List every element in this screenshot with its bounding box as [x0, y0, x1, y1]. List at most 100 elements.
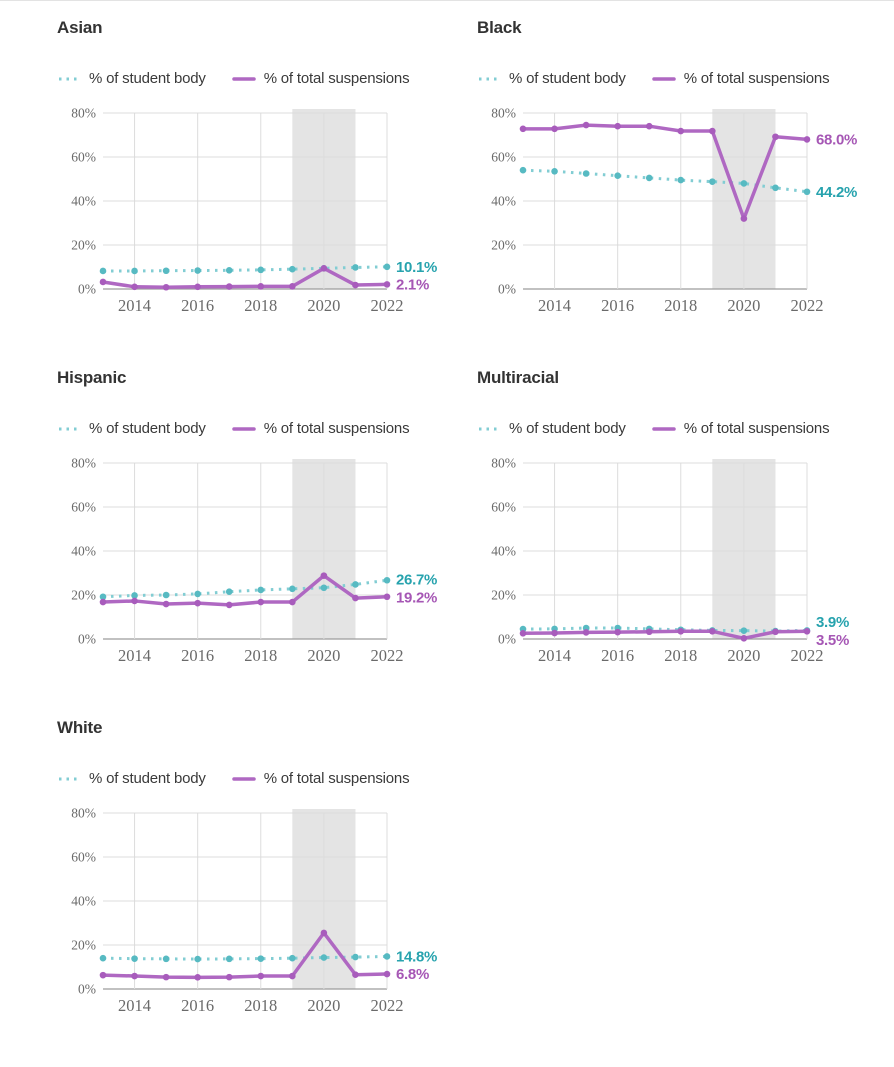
svg-text:2014: 2014 — [118, 996, 151, 1015]
svg-text:60%: 60% — [71, 850, 96, 865]
legend-label-student-body: % of student body — [89, 70, 206, 87]
legend-label-suspensions: % of total suspensions — [263, 420, 410, 437]
svg-text:2022: 2022 — [371, 996, 404, 1015]
solid-line-icon — [651, 427, 676, 431]
dotted-line-icon — [479, 427, 499, 431]
series-end-label: 6.8% — [396, 966, 429, 983]
svg-text:2018: 2018 — [244, 646, 277, 665]
panel-title: Multiracial — [477, 368, 559, 387]
legend: % of student body % of total suspensions — [477, 419, 877, 439]
legend: % of student body % of total suspensions — [477, 69, 877, 89]
legend: % of student body % of total suspensions — [57, 769, 457, 789]
svg-text:2022: 2022 — [791, 646, 824, 665]
svg-text:80%: 80% — [71, 106, 96, 121]
panel-title: White — [57, 718, 103, 737]
line-chart: 80% 60% 40% 20% 0% 2014 2016 2018 2020 2022 26.7%1… — [71, 456, 437, 666]
svg-text:2018: 2018 — [244, 996, 277, 1015]
dotted-line-icon — [59, 427, 79, 431]
svg-text:40%: 40% — [71, 194, 96, 209]
svg-text:40%: 40% — [491, 194, 516, 209]
panel-title: Asian — [57, 18, 103, 37]
line-chart: 80% 60% 40% 20% 0% 2014 2016 2018 2020 2022 44.2% 6… — [491, 106, 857, 316]
legend-item-student-body: % of student body — [477, 419, 626, 439]
legend-item-suspensions: % of total suspensions — [231, 69, 410, 89]
svg-text:2014: 2014 — [538, 646, 571, 665]
dotted-line-icon — [59, 77, 79, 81]
series-end-label: 10.1% — [396, 259, 437, 276]
chart-panel: Asian % of student body % of total suspe… — [57, 17, 457, 327]
legend-label-suspensions: % of total suspensions — [263, 70, 410, 87]
series-end-label: 3.5% — [816, 632, 849, 649]
svg-text:2016: 2016 — [601, 646, 634, 665]
legend-item-student-body: % of student body — [57, 769, 206, 789]
solid-line-icon — [231, 777, 256, 781]
svg-text:20%: 20% — [491, 588, 516, 603]
svg-text:2016: 2016 — [181, 646, 214, 665]
svg-text:0%: 0% — [78, 982, 96, 997]
svg-text:80%: 80% — [71, 456, 96, 471]
dotted-line-icon — [479, 77, 499, 81]
svg-text:2020: 2020 — [307, 646, 340, 665]
panel-title: Hispanic — [57, 368, 127, 387]
legend: % of student body % of total suspensions — [57, 69, 457, 89]
series-end-label: 44.2% — [816, 184, 857, 201]
chart-panel: Hispanic % of student body % of total su… — [57, 367, 457, 677]
chart-panel: White % of student body % of total suspe… — [57, 717, 457, 1027]
svg-text:60%: 60% — [71, 150, 96, 165]
legend-item-student-body: % of student body — [477, 69, 626, 89]
svg-text:2022: 2022 — [371, 646, 404, 665]
legend-item-student-body: % of student body — [57, 419, 206, 439]
svg-text:40%: 40% — [491, 544, 516, 559]
series-end-label: 3.9% — [816, 614, 849, 631]
legend-item-suspensions: % of total suspensions — [231, 769, 410, 789]
svg-text:2020: 2020 — [307, 996, 340, 1015]
series-end-label: 26.7% — [396, 572, 437, 589]
svg-text:80%: 80% — [491, 456, 516, 471]
svg-text:2016: 2016 — [181, 996, 214, 1015]
svg-text:2022: 2022 — [371, 296, 404, 315]
svg-text:2016: 2016 — [181, 296, 214, 315]
svg-text:40%: 40% — [71, 894, 96, 909]
svg-text:20%: 20% — [71, 938, 96, 953]
svg-text:2016: 2016 — [601, 296, 634, 315]
legend: % of student body % of total suspensions — [57, 419, 457, 439]
dotted-line-icon — [59, 777, 79, 781]
series-end-label: 2.1% — [396, 276, 429, 293]
legend-label-student-body: % of student body — [509, 70, 626, 87]
legend-label-student-body: % of student body — [509, 420, 626, 437]
svg-text:60%: 60% — [491, 150, 516, 165]
solid-line-icon — [231, 427, 256, 431]
series-end-label: 68.0% — [816, 131, 857, 148]
solid-line-icon — [651, 77, 676, 81]
legend-label-student-body: % of student body — [89, 420, 206, 437]
svg-text:20%: 20% — [491, 238, 516, 253]
svg-text:0%: 0% — [498, 632, 516, 647]
svg-text:2014: 2014 — [118, 646, 151, 665]
svg-text:80%: 80% — [491, 106, 516, 121]
panel-title: Black — [477, 18, 522, 37]
svg-text:60%: 60% — [491, 500, 516, 515]
line-chart: 80% 60% 40% 20% 0% 2014 2016 2018 2020 2022 10.1%2… — [71, 106, 437, 316]
line-chart: 80% 60% 40% 20% 0% 2014 2016 2018 2020 2022 3.9%3.… — [491, 456, 849, 666]
svg-text:20%: 20% — [71, 588, 96, 603]
legend-label-suspensions: % of total suspensions — [683, 420, 830, 437]
chart-panel: Black % of student body % of total suspe… — [477, 17, 877, 327]
svg-text:0%: 0% — [78, 282, 96, 297]
chart-panel: Multiracial % of student body % of total… — [477, 367, 877, 677]
legend-label-suspensions: % of total suspensions — [683, 70, 830, 87]
svg-text:20%: 20% — [71, 238, 96, 253]
svg-text:2018: 2018 — [664, 646, 697, 665]
legend-label-student-body: % of student body — [89, 770, 206, 787]
svg-text:2020: 2020 — [307, 296, 340, 315]
svg-text:2014: 2014 — [118, 296, 151, 315]
line-chart: 80% 60% 40% 20% 0% 2014 2016 2018 2020 2022 14.8%6… — [71, 806, 437, 1016]
svg-text:40%: 40% — [71, 544, 96, 559]
svg-text:2014: 2014 — [538, 296, 571, 315]
series-end-label: 14.8% — [396, 948, 437, 965]
legend-item-suspensions: % of total suspensions — [651, 419, 830, 439]
svg-text:80%: 80% — [71, 806, 96, 821]
svg-text:2020: 2020 — [727, 296, 760, 315]
legend-item-suspensions: % of total suspensions — [651, 69, 830, 89]
svg-text:2020: 2020 — [727, 646, 760, 665]
